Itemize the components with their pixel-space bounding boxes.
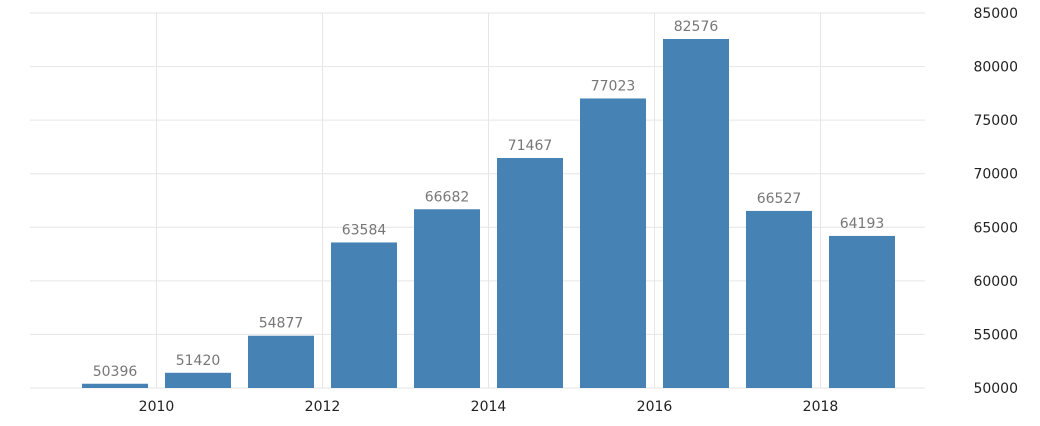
bar-2017 [746,210,812,388]
grid [30,12,925,389]
bars [82,38,895,388]
bar-2011 [248,335,314,388]
value-label-2015: 77023 [591,78,636,94]
y-tick-label: 50000 [973,381,1018,397]
x-tick-label: 2016 [637,399,673,415]
bar-2013 [414,209,480,388]
value-label-2009: 50396 [93,364,138,380]
bar-2016 [663,38,729,388]
value-label-2012: 63584 [342,222,387,238]
value-label-2010: 51420 [176,353,221,369]
y-axis: 50000 55000 60000 65000 70000 75000 80000 85000 [973,6,1018,397]
bar-2018 [829,235,895,388]
value-label-2011: 54877 [259,316,304,332]
bar-2009 [82,383,148,388]
value-label-2018: 64193 [840,216,885,232]
value-labels: 50396 51420 54877 63584 66682 71467 77023 82576… [93,19,885,380]
bar-2012 [331,242,397,388]
value-label-2013: 66682 [425,189,470,205]
y-tick-label: 75000 [973,113,1018,129]
bar-2015 [580,98,646,388]
bar-2010 [165,372,231,388]
x-tick-label: 2014 [471,399,507,415]
y-tick-label: 60000 [973,274,1018,290]
value-label-2016: 82576 [674,19,719,35]
y-tick-label: 70000 [973,167,1018,183]
x-tick-label: 2012 [305,399,341,415]
x-tick-label: 2018 [803,399,839,415]
y-tick-label: 80000 [973,60,1018,76]
bar-2014 [497,157,563,388]
x-axis: 2010 2012 2014 2016 2018 [139,399,839,415]
value-label-2017: 66527 [757,191,802,207]
x-tick-label: 2010 [139,399,175,415]
y-tick-label: 65000 [973,220,1018,236]
y-tick-label: 55000 [973,327,1018,343]
y-tick-label: 85000 [973,6,1018,22]
value-label-2014: 71467 [508,138,553,154]
